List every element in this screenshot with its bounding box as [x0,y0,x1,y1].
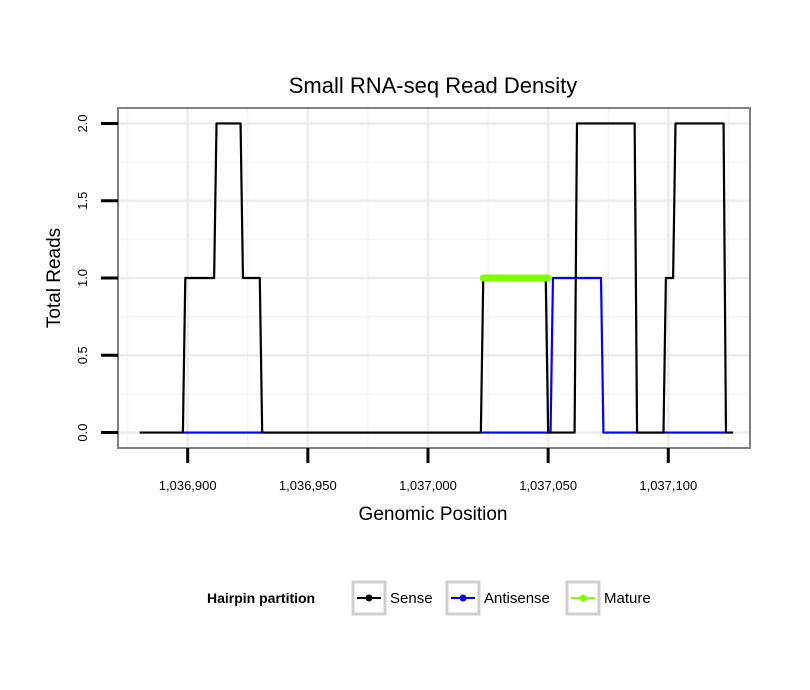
legend-key-point [459,594,467,602]
x-tick-label: 1,037,100 [639,478,697,493]
legend-label: Mature [604,590,651,607]
y-axis-label: Total Reads [44,228,65,328]
x-tick-label: 1,036,950 [279,478,337,493]
x-axis: 1,036,900 1,036,950 1,037,000 1,037,050 1,03… [159,448,697,493]
y-axis: 0.0 0.5 1.0 1.5 2.0 [75,114,118,442]
y-tick-label: 2.0 [75,114,90,132]
x-tick-label: 1,036,900 [159,478,217,493]
x-tick-label: 1,037,050 [519,478,577,493]
y-tick-label: 1.5 [75,192,90,210]
plot-panel [118,108,750,448]
legend-item-sense: Sense [351,580,433,616]
legend-label: Antisense [484,590,550,607]
series-layer [139,122,734,434]
legend-item-antisense: Antisense [445,580,550,616]
y-tick-label: 0.5 [75,346,90,364]
legend-title: Hairpin partition [207,590,315,606]
legend-key-point [365,594,373,602]
legend: Hairpin partition Sense Antisense Mature [207,580,651,616]
y-tick-label: 1.0 [75,269,90,287]
series-line-sense [139,122,734,434]
legend-key-point [579,594,587,602]
legend-item-mature: Mature [565,580,651,616]
chart-title: Small RNA-seq Read Density [289,73,578,98]
legend-label: Sense [390,590,433,607]
x-axis-label: Genomic Position [359,504,508,525]
y-tick-label: 0.0 [75,424,90,442]
x-tick-label: 1,037,000 [399,478,457,493]
